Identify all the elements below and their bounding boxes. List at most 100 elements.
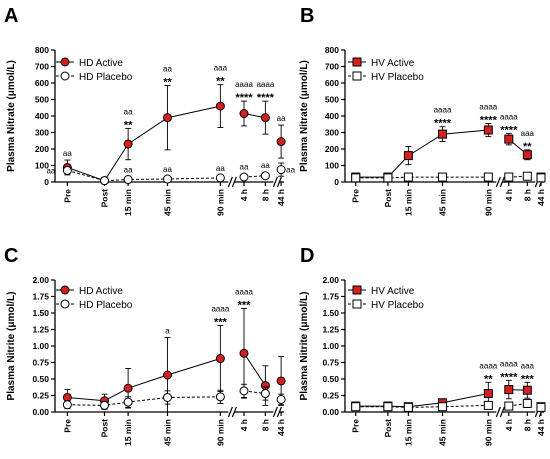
significance-stars: *** xyxy=(521,373,535,385)
x-tick-label: 8 h xyxy=(260,189,270,201)
data-point xyxy=(260,171,270,181)
significance-letters: aa xyxy=(46,166,55,175)
data-point xyxy=(239,386,249,396)
data-point xyxy=(62,165,72,175)
x-tick-label: Pre xyxy=(351,189,361,203)
data-point xyxy=(483,400,493,410)
data-point xyxy=(403,172,413,182)
y-tick-label: 1.00 xyxy=(32,341,49,351)
legend-item: HV Active xyxy=(348,285,415,297)
x-tick-label: Pre xyxy=(351,419,361,433)
significance-letters: aa xyxy=(261,161,270,170)
data-point xyxy=(504,401,514,411)
y-tick-label: 300 xyxy=(325,128,339,138)
y-tick-label: 1.75 xyxy=(32,292,49,302)
data-point xyxy=(123,139,133,149)
x-tick-label: 44 h xyxy=(276,419,286,436)
legend-item: HD Active xyxy=(56,285,123,297)
data-point xyxy=(163,113,172,123)
axis-break-mark xyxy=(272,176,278,188)
data-point xyxy=(163,174,172,184)
significance-letters: aa xyxy=(124,107,133,116)
data-point xyxy=(260,389,270,399)
significance-letters: aa xyxy=(216,164,225,173)
significance-letters: aa xyxy=(124,166,133,175)
panel-letter: A xyxy=(4,5,18,27)
y-tick-label: 0.00 xyxy=(322,407,339,417)
x-tick-label: 8 h xyxy=(522,189,532,201)
chart-panel-a: A 0 100 200 300 400 500 600 700 800 Plasma Nitrate… xyxy=(4,5,296,216)
legend-item: HV Active xyxy=(348,57,415,69)
axis-break-mark xyxy=(499,176,505,188)
significance-stars: ** xyxy=(216,76,225,88)
data-point xyxy=(483,389,493,399)
legend-item: HD Placebo xyxy=(56,299,133,311)
legend-label: HD Placebo xyxy=(79,300,133,311)
axis-break-mark xyxy=(272,406,278,418)
x-tick-label: 15 min xyxy=(403,189,413,216)
y-tick-label: 0 xyxy=(44,177,49,187)
series-placebo xyxy=(62,383,286,410)
axis-break-mark xyxy=(495,406,501,418)
data-point xyxy=(215,392,225,402)
data-point xyxy=(438,402,447,412)
data-point xyxy=(123,383,133,393)
data-point xyxy=(383,402,393,412)
y-tick-label: 600 xyxy=(35,78,49,88)
data-point xyxy=(483,172,493,182)
y-axis-title: Plasma Nitrite (μmol/L) xyxy=(299,292,310,401)
significance-letters: a xyxy=(165,326,170,335)
data-point xyxy=(536,402,546,412)
significance-letters: aaaa xyxy=(479,102,497,111)
axis-break-mark xyxy=(495,176,501,188)
series-line xyxy=(243,353,266,386)
significance-stars: ** xyxy=(124,119,133,131)
legend-marker xyxy=(60,299,70,309)
x-tick-label: 44 h xyxy=(536,419,546,436)
significance-letters: aaaa xyxy=(479,361,497,370)
legend-item: HD Placebo xyxy=(56,71,133,83)
data-point xyxy=(62,400,72,410)
significance-stars: *** xyxy=(238,299,252,311)
y-tick-label: 1.75 xyxy=(322,292,339,302)
axis-break-mark xyxy=(276,176,282,188)
y-tick-label: 0.00 xyxy=(32,407,49,417)
significance-letters: aa xyxy=(163,64,172,73)
legend-marker xyxy=(352,71,362,81)
data-point xyxy=(483,125,493,135)
significance-letters: aa xyxy=(286,166,295,175)
significance-letters: aa xyxy=(277,114,286,123)
data-point xyxy=(522,398,532,408)
series-active xyxy=(62,307,286,413)
y-tick-label: 400 xyxy=(35,111,49,121)
panel-letter: C xyxy=(4,245,18,267)
y-tick-label: 2.00 xyxy=(32,275,49,285)
data-point xyxy=(276,137,286,147)
data-point xyxy=(215,101,225,111)
data-point xyxy=(383,173,393,183)
y-tick-label: 1.25 xyxy=(32,325,49,335)
x-tick-label: Pre xyxy=(62,189,72,203)
y-tick-label: 700 xyxy=(35,62,49,72)
significance-letters: aaa xyxy=(521,361,535,370)
x-tick-label: 44 h xyxy=(276,189,286,206)
x-tick-label: 4 h xyxy=(504,189,514,201)
y-tick-label: 800 xyxy=(325,45,339,55)
legend-marker xyxy=(352,57,362,67)
data-point xyxy=(403,402,413,412)
data-point xyxy=(276,165,286,175)
significance-letters: aaaa xyxy=(434,106,452,115)
y-tick-label: 2.00 xyxy=(322,275,339,285)
y-tick-label: 500 xyxy=(325,95,339,105)
legend-label: HD Active xyxy=(79,58,123,69)
axis-break-mark xyxy=(231,406,237,418)
axis-break-mark xyxy=(227,406,233,418)
legend-marker xyxy=(352,285,362,295)
data-point xyxy=(403,151,413,161)
significance-stars: ** xyxy=(484,373,493,385)
data-point xyxy=(504,385,514,395)
legend-item: HV Placebo xyxy=(348,299,424,311)
chart-panel-b: B 0 100 200 300 400 500 600 700 800 Plasma Nitrate… xyxy=(299,5,546,216)
data-point xyxy=(351,402,361,412)
data-point xyxy=(276,394,286,404)
